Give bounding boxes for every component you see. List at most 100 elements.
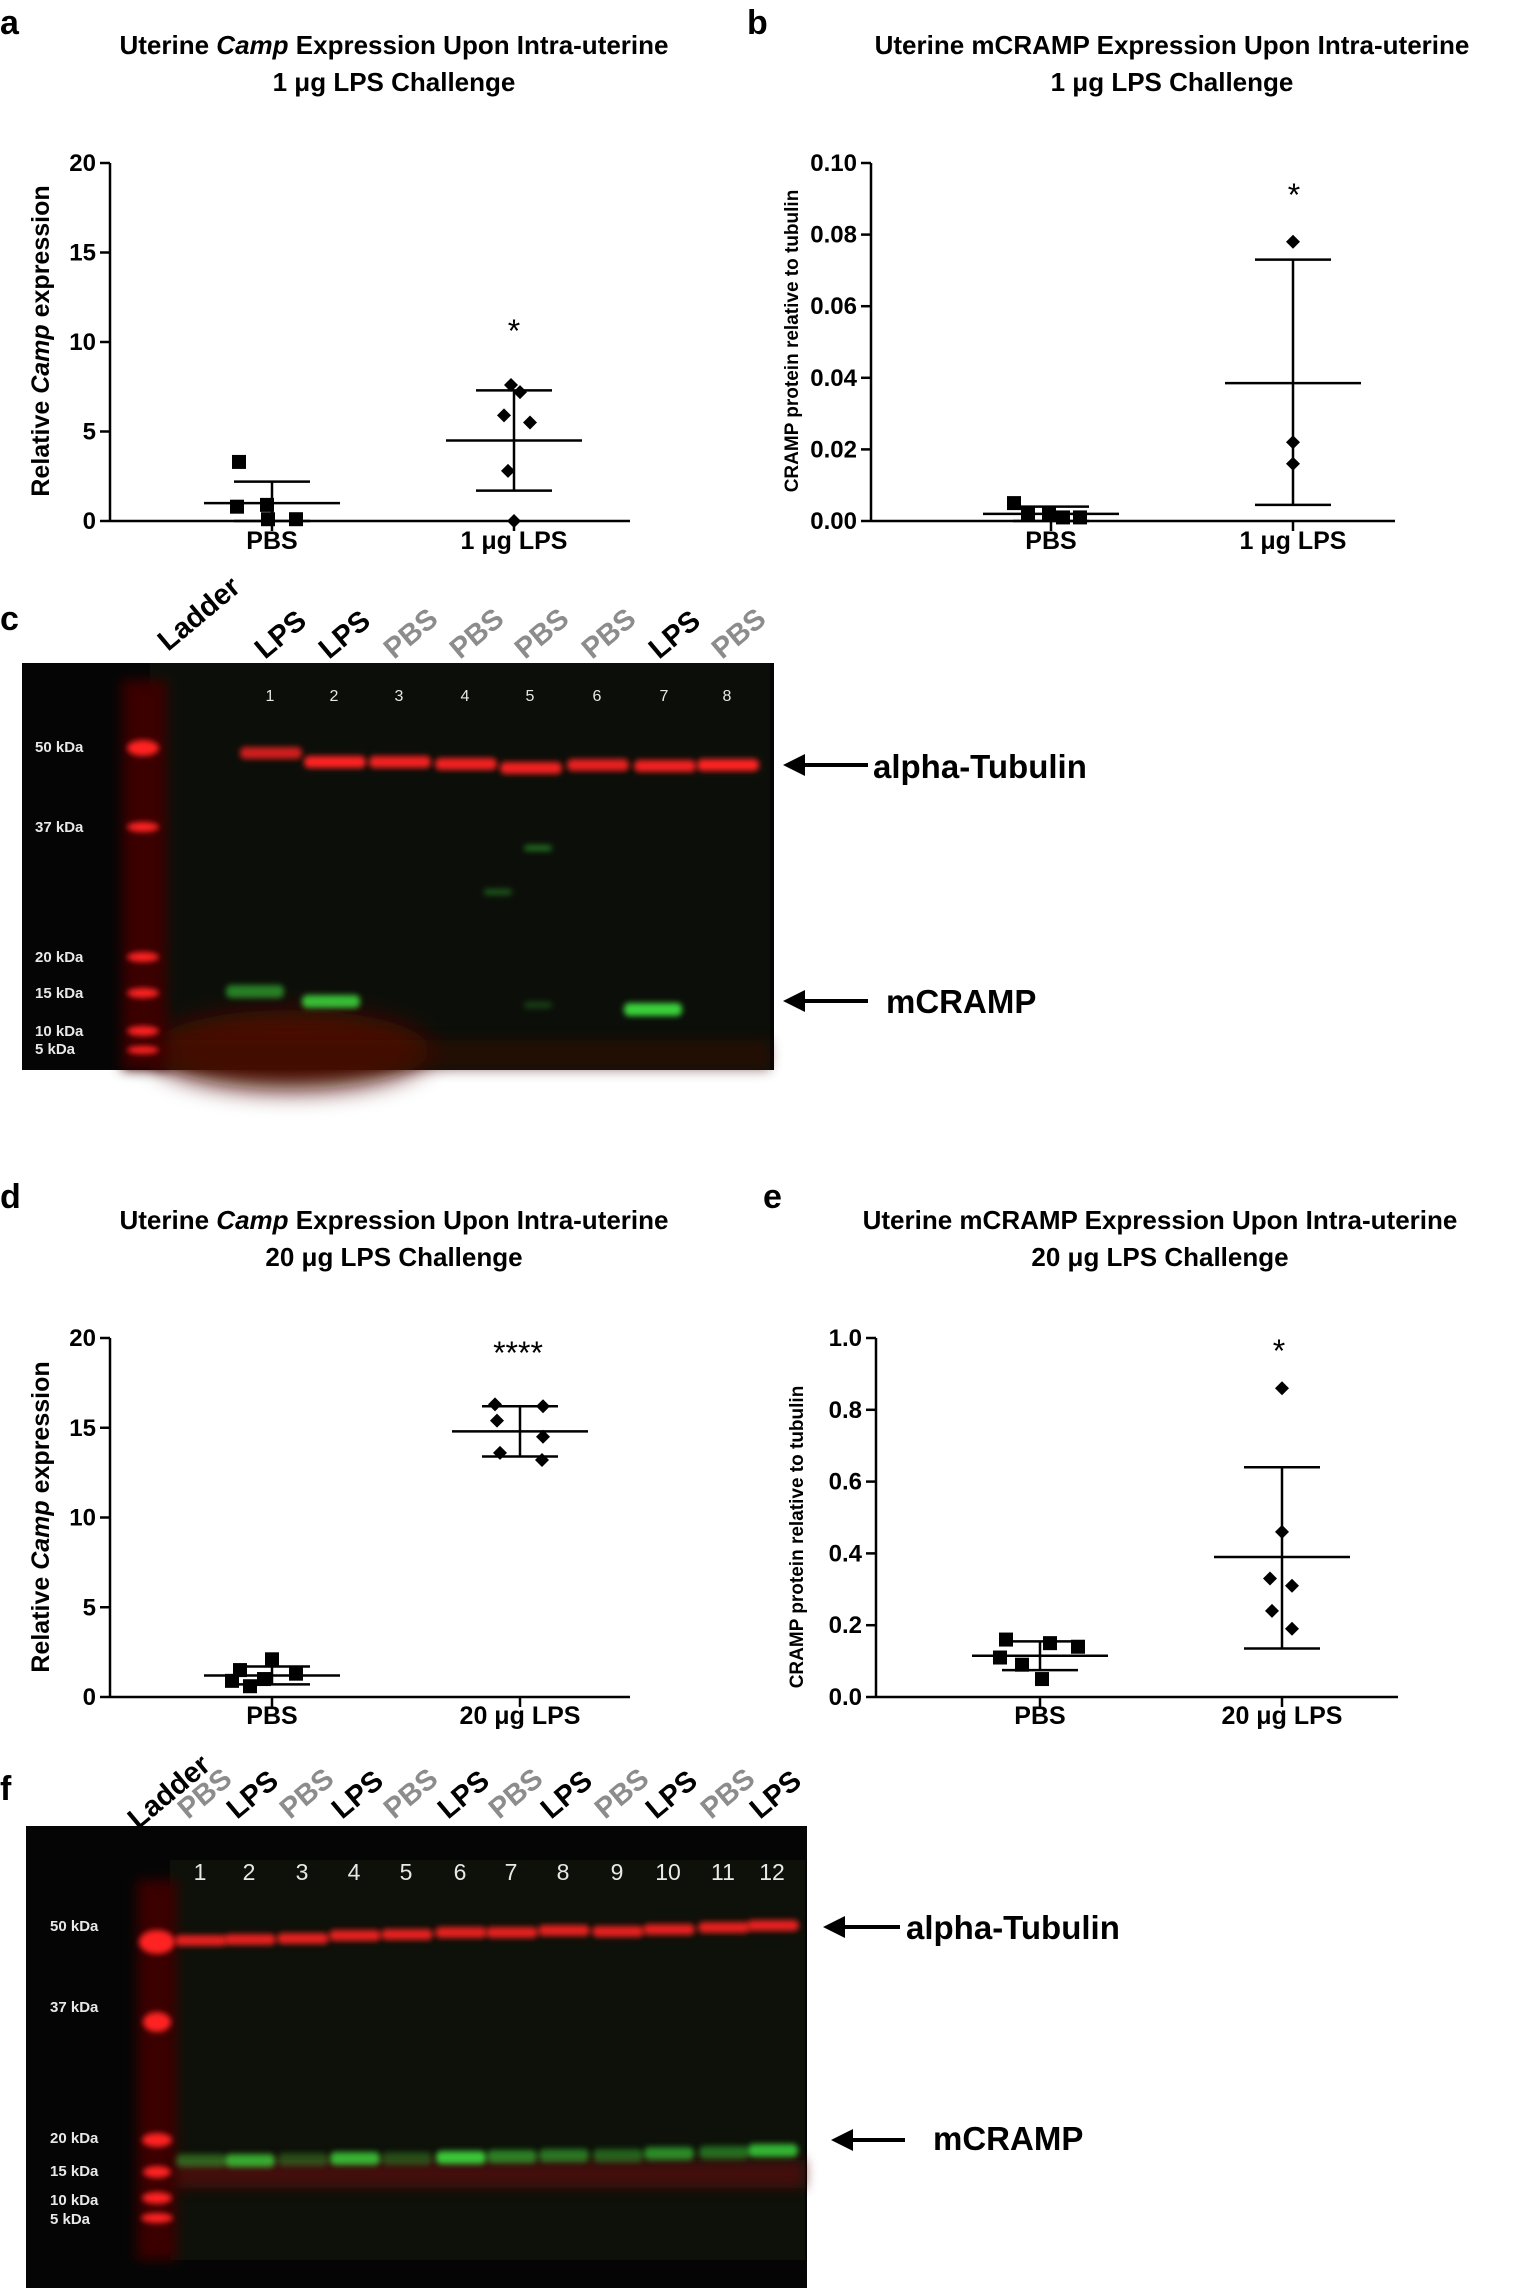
significance-b: * (1288, 177, 1300, 213)
data-point-diamond (1285, 1621, 1299, 1636)
ladder-band (142, 2133, 172, 2147)
chart-title-e-line1: Uterine mCRAMP Expression Upon Intra-ute… (863, 1205, 1458, 1235)
blot-haze-f (170, 1860, 805, 2260)
lane-label: LPS (313, 605, 377, 666)
lane-number: 1 (194, 1859, 207, 1885)
data-point-diamond (1275, 1524, 1289, 1539)
tubulin-band (175, 1935, 227, 1946)
data-point-diamond (1263, 1571, 1277, 1586)
cramp-band (699, 2146, 749, 2159)
cramp-band (748, 2144, 798, 2157)
panel-letter-d: d (0, 1178, 21, 1216)
blot-red-smear-f (170, 2160, 805, 2188)
data-point-diamond (513, 385, 527, 400)
chart-d: 0 5 10 15 20 PBS 20 μg LPS (69, 1325, 630, 1730)
lane-label: LPS (640, 1765, 704, 1826)
faint-band (484, 889, 512, 895)
lane-label: PBS (483, 1763, 549, 1826)
y-axis-label-a: Relative Camp expression (27, 185, 55, 496)
panel-letter-b: b (747, 4, 768, 42)
data-point-diamond (523, 415, 537, 430)
data-point-square (1043, 1636, 1057, 1651)
cramp-band (436, 2151, 486, 2164)
label-mcramp-c: mCRAMP (886, 983, 1036, 1020)
data-point-diamond (1285, 1578, 1299, 1593)
label-mcramp-f: mCRAMP (933, 2120, 1083, 2157)
y-tick-label: 0.00 (810, 508, 857, 535)
chart-title-d-line2: 20 μg LPS Challenge (265, 1242, 522, 1272)
lane-number: 3 (395, 688, 404, 705)
lane-number: 9 (611, 1859, 624, 1885)
ladder-band (127, 952, 159, 962)
tubulin-band (567, 759, 629, 771)
data-point-square (233, 1663, 247, 1678)
data-point-diamond (1286, 435, 1300, 450)
data-point-diamond (1286, 456, 1300, 471)
chart-title-e-line2: 20 μg LPS Challenge (1031, 1242, 1288, 1272)
data-point-square (260, 497, 274, 512)
chart-title-b-line1: Uterine mCRAMP Expression Upon Intra-ute… (875, 30, 1470, 60)
panel-d: d Uterine Camp Expression Upon Intra-ute… (0, 1178, 669, 1730)
data-point-diamond (490, 1413, 504, 1428)
lane-number: 12 (759, 1859, 785, 1885)
data-point-square (999, 1632, 1013, 1647)
data-point-square (1035, 1672, 1049, 1687)
chart-title-a-line2: 1 μg LPS Challenge (273, 67, 516, 97)
data-point-square (230, 499, 244, 514)
ladder-band (143, 2166, 171, 2178)
panel-b: b Uterine mCRAMP Expression Upon Intra-u… (747, 4, 1469, 555)
ladder-lane-c (122, 680, 167, 1070)
arrow-cramp-f (831, 2129, 905, 2151)
ladder-band (127, 822, 159, 832)
cramp-band (644, 2147, 694, 2160)
lane-number: 4 (348, 1859, 361, 1885)
category-label: 20 μg LPS (460, 1702, 581, 1730)
kda-marker: 50 kDa (35, 739, 84, 756)
ladder-band (127, 1046, 159, 1054)
cramp-band (176, 2154, 226, 2167)
data-point-diamond (536, 1399, 550, 1414)
y-tick-label: 20 (69, 150, 96, 177)
panel-letter-f: f (0, 1770, 12, 1808)
tubulin-band (435, 1927, 487, 1938)
data-point-square (243, 1679, 257, 1694)
panel-letter-c: c (0, 600, 19, 638)
data-point-square (1071, 1639, 1085, 1654)
data-point-square (1015, 1657, 1029, 1672)
arrow-cramp-c (783, 990, 868, 1012)
tubulin-band (500, 762, 562, 774)
data-point-square (261, 512, 275, 527)
y-tick-label: 0.06 (810, 293, 857, 320)
panel-letter-a: a (0, 4, 20, 42)
y-tick-label: 10 (69, 1505, 96, 1532)
data-point-diamond (507, 514, 521, 528)
chart-b: 0.00 0.02 0.04 0.06 0.08 0.10 PBS 1 μg LPS (810, 150, 1395, 555)
lane-label: LPS (249, 605, 313, 666)
y-tick-label: 0.2 (829, 1612, 862, 1639)
tubulin-band (486, 1927, 538, 1938)
data-point-square (1007, 496, 1021, 511)
tubulin-band (435, 758, 497, 770)
ladder-band (127, 1026, 159, 1036)
data-point-square (257, 1672, 271, 1687)
data-point-square (225, 1673, 239, 1688)
cramp-bands-f (176, 2144, 798, 2167)
data-point-square (289, 512, 303, 527)
tubulin-band (592, 1926, 644, 1937)
lane-label: PBS (576, 603, 642, 666)
cramp-band (226, 985, 284, 998)
blot-bottom-edge-c (160, 1040, 770, 1070)
lane-number: 8 (557, 1859, 570, 1885)
kda-marker: 37 kDa (35, 819, 84, 836)
y-tick-label: 0 (83, 1684, 96, 1711)
y-tick-label: 0.08 (810, 222, 857, 249)
chart-title-d-line1: Uterine Camp Expression Upon Intra-uteri… (119, 1205, 668, 1235)
y-axis-label-d: Relative Camp expression (27, 1361, 55, 1672)
ladder-band (141, 2213, 173, 2223)
y-tick-label: 0.0 (829, 1684, 862, 1711)
category-label: PBS (246, 527, 297, 555)
lane-number: 7 (660, 688, 669, 705)
label-alpha-tubulin-f: alpha-Tubulin (906, 1909, 1120, 1946)
